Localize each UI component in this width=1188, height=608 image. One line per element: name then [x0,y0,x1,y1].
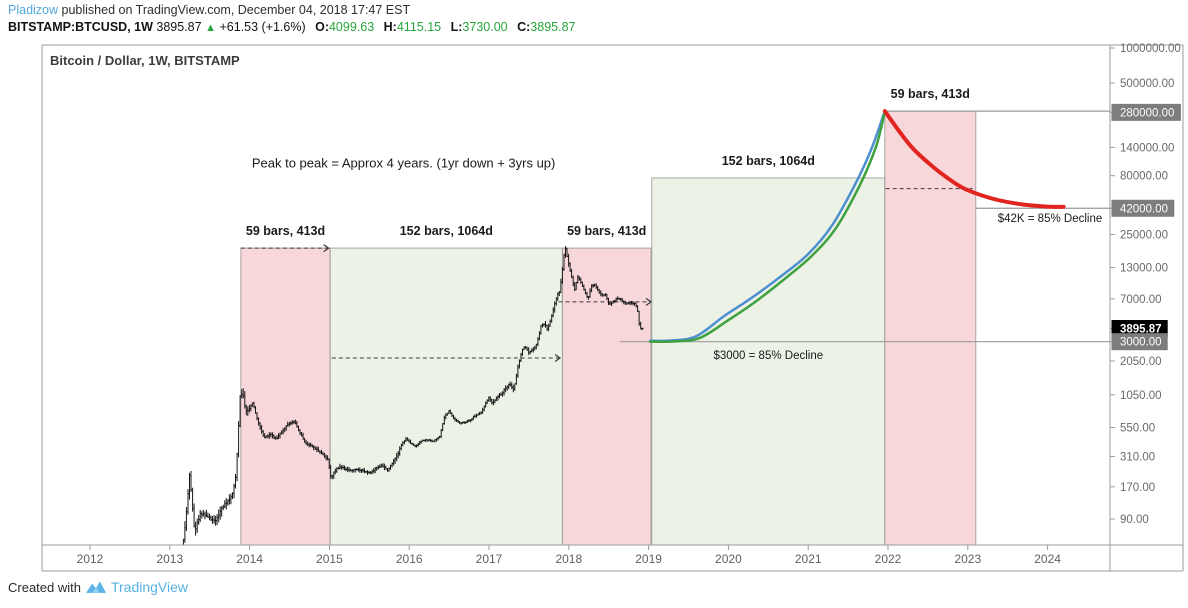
chart-frame [41,44,1184,572]
author-link[interactable]: Pladizow [8,3,59,17]
weekly-price-bars [182,246,644,545]
text-annotation[interactable]: Peak to peak = Approx 4 years. (1yr down… [252,155,556,170]
year-tick-label: 2014 [236,552,263,566]
region-label[interactable]: 59 bars, 413d [246,224,325,238]
price-tick-label: 550.00 [1120,422,1155,434]
price-scale[interactable] [1110,45,1183,571]
price-tick-label: 310.00 [1120,451,1155,463]
time-axis-labels: 2012 2013 2014 2015 2016 2017 2018 2019 2020 2021… [77,545,1061,566]
high-value: 4115.15 [396,20,442,34]
time-scale[interactable] [42,545,1110,571]
last-price-label-bg [1111,319,1168,337]
text-annotation[interactable]: $42K = 85% Decline [998,213,1103,225]
price-axis-labels: 1000000.00 500000.00 280000.00 140000.00 800… [1110,43,1181,526]
arrowhead-icon [323,244,330,253]
chart-plot-area[interactable] [42,45,1110,545]
year-tick-label: 2018 [555,552,582,566]
close-value: 3895.87 [530,20,576,34]
projection-curves [648,109,1066,343]
attribution-footer: Created with TradingView [8,579,188,595]
cycle-regions [240,110,977,545]
high-label: H: [383,20,397,34]
price-tick-label: 90.00 [1120,514,1149,526]
last-price-value: 3895.87 [156,20,202,34]
region-advance [329,247,563,545]
year-tick-label: 2016 [396,552,423,566]
dashed-measure-lines [240,188,973,362]
symbol-header: BITSTAMP:BTCUSD, 1W 3895.87 ▲ +61.53 (+1… [8,20,575,34]
price-tick-label: 170.00 [1120,482,1155,494]
up-arrow-icon: ▲ [205,22,216,34]
level-price-label-bg [1111,333,1168,351]
low-label: L: [450,20,463,34]
region-label[interactable]: 59 bars, 413d [567,224,646,238]
price-tick-label: 280000.00 [1120,107,1174,119]
region-label[interactable]: 59 bars, 413d [891,87,970,101]
price-tick-label: 42000.00 [1120,203,1168,215]
symbol-title: BITSTAMP:BTCUSD, 1W [8,20,153,34]
open-label: O: [315,20,329,34]
year-tick-label: 2020 [715,552,742,566]
price-tick-label: 2050.00 [1120,356,1162,368]
region-decline [884,110,977,545]
price-tick-label: 3895.87 [1120,323,1162,335]
published-text: published on TradingView.com, December 0… [61,3,411,17]
year-tick-label: 2023 [954,552,981,566]
price-tick-label: 3000.00 [1120,337,1162,349]
price-tick-label: 13000.00 [1120,263,1168,275]
region-label[interactable]: 152 bars, 1064d [722,154,815,168]
price-tick-label: 140000.00 [1120,142,1174,154]
year-tick-label: 2022 [875,552,902,566]
price-tick-label: 80000.00 [1120,171,1168,183]
year-tick-label: 2019 [635,552,662,566]
low-value: 3730.00 [462,20,508,34]
open-value: 4099.63 [328,20,375,34]
projected-advance-blue[interactable] [648,109,887,343]
tradingview-logo-icon [85,580,106,593]
price-tick-label: 1000000.00 [1120,43,1181,55]
tradingview-brand-link[interactable]: TradingView [110,579,189,595]
year-tick-label: 2013 [156,552,183,566]
projected-decline-red[interactable] [882,109,1066,209]
chart-legend-title: Bitcoin / Dollar, 1W, BITSTAMP [50,53,240,68]
arrowhead-icon [645,297,653,306]
ohlc-bars [182,246,644,545]
price-tick-label: 1050.00 [1120,390,1162,402]
publish-header: Pladizow published on TradingView.com, D… [8,3,410,17]
region-label[interactable]: 152 bars, 1064d [400,224,493,238]
year-tick-label: 2012 [77,552,104,566]
level-price-label-bg [1111,103,1181,121]
level-price-label-bg [1111,199,1175,217]
price-tick-label: 7000.00 [1120,294,1162,306]
arrowhead-icon [554,353,562,362]
price-change: +61.53 (+1.6%) [219,20,306,34]
chart-annotations: 59 bars, 413d 152 bars, 1064d 59 bars, 413… [246,87,1102,362]
close-label: C: [517,20,531,34]
projected-advance-green[interactable] [648,110,887,343]
price-tick-label: 25000.00 [1120,229,1168,241]
price-tick-label: 500000.00 [1120,78,1174,90]
created-with-text: Created with [8,579,81,595]
text-annotation[interactable]: $3000 = 85% Decline [713,350,823,362]
year-tick-label: 2015 [316,552,343,566]
year-tick-label: 2024 [1034,552,1061,566]
year-tick-label: 2021 [795,552,822,566]
year-tick-label: 2017 [476,552,503,566]
